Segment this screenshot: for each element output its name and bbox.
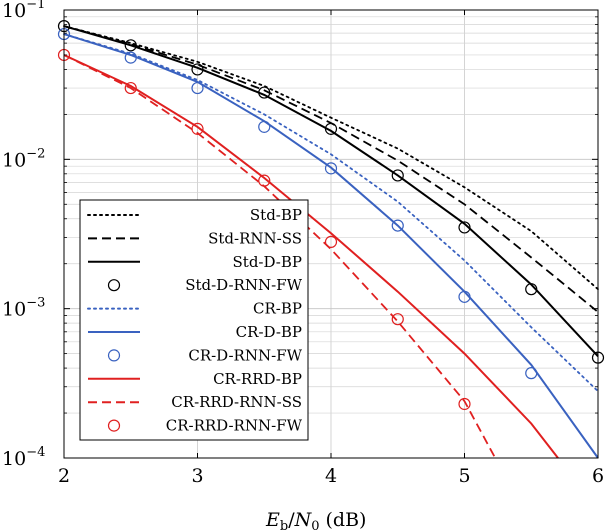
- series-cr-rrd-bp: [63, 54, 559, 459]
- x-tick-label: 2: [58, 465, 70, 487]
- x-tick-label: 5: [458, 465, 470, 487]
- data-point: [525, 283, 538, 296]
- data-point: [525, 367, 538, 380]
- legend-label: Std-D-RNN-FW: [185, 276, 302, 294]
- legend-entry: Std-BP: [87, 206, 302, 224]
- series-line: [63, 25, 599, 291]
- legend-entry: CR-RRD-BP: [88, 370, 302, 388]
- series-line: [63, 54, 559, 459]
- y-tick-label: 10−1: [2, 0, 45, 22]
- series-std-bp: [63, 25, 599, 291]
- legend-entry: Std-D-RNN-FW: [107, 276, 303, 294]
- data-point: [391, 219, 404, 232]
- x-tick-label: 6: [592, 465, 604, 487]
- legend-label: Std-D-BP: [233, 253, 302, 271]
- series-line: [63, 25, 599, 357]
- series-line: [63, 33, 599, 459]
- legend-entry: Std-RNN-SS: [88, 229, 302, 247]
- data-point: [324, 235, 338, 248]
- series-std-d-bp: [63, 25, 599, 357]
- legend-marker: [107, 279, 121, 292]
- y-tick-label: 10−4: [2, 445, 45, 470]
- x-axis-title: Eb/N0 (dB): [265, 509, 366, 530]
- data-point: [124, 51, 137, 64]
- legend-label: CR-RRD-BP: [213, 370, 302, 388]
- y-tick-label: 10−3: [2, 296, 45, 321]
- legend-label: CR-RRD-RNN-FW: [166, 417, 303, 435]
- data-point: [258, 174, 271, 187]
- data-point: [458, 397, 471, 411]
- data-point: [458, 221, 471, 234]
- x-axis-title-text: Eb/N0 (dB): [265, 509, 366, 530]
- legend-entry: CR-RRD-RNN-SS: [88, 393, 302, 411]
- legend-label: CR-D-RNN-FW: [188, 346, 302, 364]
- legend-label: Std-RNN-SS: [208, 229, 302, 247]
- data-point: [191, 63, 204, 76]
- data-point: [258, 86, 271, 99]
- legend-entry: CR-BP: [87, 300, 302, 318]
- data-point: [324, 162, 338, 175]
- series-cr-d-bp: [63, 33, 599, 459]
- legend-label: Std-BP: [250, 206, 302, 224]
- series-line: [63, 33, 599, 393]
- x-tick-label: 3: [191, 465, 203, 487]
- legend-entry: CR-D-BP: [88, 323, 302, 341]
- legend-entry: Std-D-BP: [88, 253, 302, 271]
- legend-box: [79, 199, 309, 441]
- series-cr-bp: [63, 33, 599, 393]
- data-point: [124, 39, 137, 52]
- data-point: [191, 122, 204, 135]
- legend-entry: CR-D-RNN-FW: [107, 346, 303, 364]
- legend-marker: [107, 419, 121, 432]
- legend-label: CR-D-BP: [236, 323, 302, 341]
- legend-label: CR-BP: [253, 300, 302, 318]
- axis-ticks: 2 3 4 5 6 10−1 10−2 10−3 10−4: [2, 0, 604, 487]
- data-point: [191, 81, 204, 95]
- data-point: [391, 313, 404, 326]
- legend: Std-BP Std-RNN-SS Std-D-BP Std-D-RNN-FW CR-B…: [79, 199, 309, 441]
- data-point: [258, 120, 271, 133]
- legend-marker: [107, 349, 121, 362]
- legend-label: CR-RRD-RNN-SS: [171, 393, 302, 411]
- data-point: [324, 122, 338, 135]
- x-tick-label: 4: [325, 465, 337, 487]
- data-point: [391, 169, 404, 182]
- y-tick-label: 10−2: [2, 146, 45, 171]
- data-point: [124, 81, 137, 95]
- legend-entry: CR-RRD-RNN-FW: [107, 417, 303, 435]
- data-point: [458, 290, 471, 303]
